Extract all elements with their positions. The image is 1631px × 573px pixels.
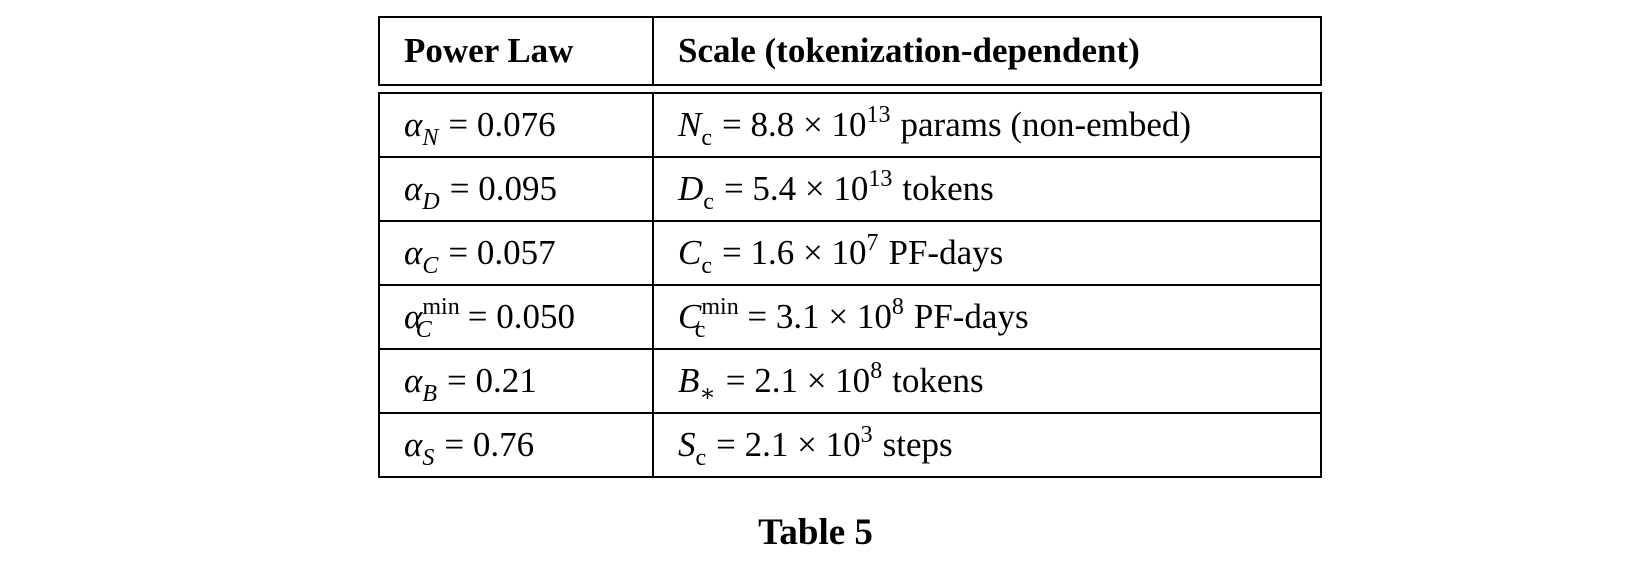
- exponent-subscript: D: [422, 189, 440, 215]
- scale-cell: Nc = 8.8 × 1013 params (non-embed): [652, 92, 1322, 158]
- scale-value: = 2.1 × 10: [725, 361, 871, 400]
- scale-symbol: N: [678, 105, 702, 144]
- scale-superscript: min: [701, 294, 739, 320]
- power-law-cell: αminC = 0.050: [378, 284, 654, 350]
- scale-unit: tokens: [902, 169, 994, 208]
- scale-value: = 3.1 × 10: [747, 297, 892, 336]
- exponent-value: = 0.057: [448, 233, 556, 272]
- exponent-subscript: C: [415, 317, 432, 343]
- scale-symbol: C: [678, 233, 702, 272]
- scale-subscript: c: [701, 125, 713, 151]
- power-law-table: Power Law Scale (tokenization-dependent)…: [378, 16, 1322, 478]
- scale-value: = 5.4 × 10: [723, 169, 869, 208]
- scale-symbol: C: [678, 297, 702, 336]
- exponent-subscript: N: [422, 125, 439, 151]
- table-row: αB = 0.21 B∗ = 2.1 × 108 tokens: [378, 348, 1322, 414]
- scale-subscript: c: [695, 445, 707, 471]
- scale-symbol: S: [678, 425, 696, 464]
- scale-subscript: c: [694, 317, 706, 343]
- exponent-value: = 0.076: [448, 105, 556, 144]
- exponent-value: = 0.76: [444, 425, 535, 464]
- exponent-symbol: α: [404, 425, 423, 464]
- table-row: αD = 0.095 Dc = 5.4 × 1013 tokens: [378, 156, 1322, 222]
- power-law-cell: αB = 0.21: [378, 348, 654, 414]
- table-row: αN = 0.076 Nc = 8.8 × 1013 params (non-embed…: [378, 92, 1322, 158]
- scale-cell: Sc = 2.1 × 103 steps: [652, 412, 1322, 478]
- scale-subscript: c: [703, 189, 714, 215]
- scale-cell: Cminc = 3.1 × 108 PF-days: [652, 284, 1322, 350]
- power-law-table-container: Power Law Scale (tokenization-dependent)…: [378, 16, 1322, 478]
- exponent-symbol: α: [404, 361, 423, 400]
- power-law-cell: αN = 0.076: [378, 92, 654, 158]
- scale-cell: Dc = 5.4 × 1013 tokens: [652, 156, 1322, 222]
- table-row: αminC = 0.050 Cminc = 3.1 × 108 PF-days: [378, 284, 1322, 350]
- scale-symbol: D: [678, 169, 704, 208]
- scale-unit: tokens: [892, 361, 984, 400]
- table-row: αC = 0.057 Cc = 1.6 × 107 PF-days: [378, 220, 1322, 286]
- scale-value: = 8.8 × 10: [722, 105, 867, 144]
- power-law-cell: αD = 0.095: [378, 156, 654, 222]
- power-law-cell: αS = 0.76: [378, 412, 654, 478]
- scale-cell: Cc = 1.6 × 107 PF-days: [652, 220, 1322, 286]
- scale-symbol: B: [678, 361, 700, 400]
- scale-exponent: 8: [870, 358, 883, 384]
- header-power-law: Power Law: [378, 16, 654, 86]
- scale-value: = 1.6 × 10: [722, 233, 867, 272]
- exponent-symbol: α: [404, 297, 423, 336]
- scale-exponent: 13: [868, 166, 893, 192]
- exponent-symbol: α: [404, 105, 423, 144]
- scale-unit: steps: [882, 425, 953, 464]
- scale-exponent: 7: [866, 230, 879, 256]
- exponent-value: = 0.050: [467, 297, 575, 336]
- table-row: αS = 0.76 Sc = 2.1 × 103 steps: [378, 412, 1322, 478]
- scale-unit: PF-days: [913, 297, 1029, 336]
- scale-exponent: 3: [860, 422, 873, 448]
- scale-cell: B∗ = 2.1 × 108 tokens: [652, 348, 1322, 414]
- scale-exponent: 8: [891, 294, 904, 320]
- exponent-value: = 0.21: [447, 361, 537, 400]
- header-gap: [379, 85, 1321, 93]
- exponent-value: = 0.095: [449, 169, 557, 208]
- scale-subscript: ∗: [699, 381, 716, 407]
- exponent-symbol: α: [404, 233, 423, 272]
- exponent-subscript: C: [422, 253, 439, 279]
- scale-exponent: 13: [866, 102, 891, 128]
- table-caption: Table 5: [758, 512, 873, 553]
- exponent-subscript: B: [422, 381, 438, 407]
- exponent-subscript: S: [422, 445, 435, 471]
- scale-value: = 2.1 × 10: [716, 425, 861, 464]
- table-header-row: Power Law Scale (tokenization-dependent): [378, 16, 1322, 86]
- scale-unit: params (non-embed): [900, 105, 1192, 144]
- scale-unit: PF-days: [888, 233, 1004, 272]
- header-scale: Scale (tokenization-dependent): [652, 16, 1322, 86]
- exponent-superscript: min: [422, 294, 460, 320]
- power-law-cell: αC = 0.057: [378, 220, 654, 286]
- exponent-symbol: α: [404, 169, 423, 208]
- scale-subscript: c: [701, 253, 713, 279]
